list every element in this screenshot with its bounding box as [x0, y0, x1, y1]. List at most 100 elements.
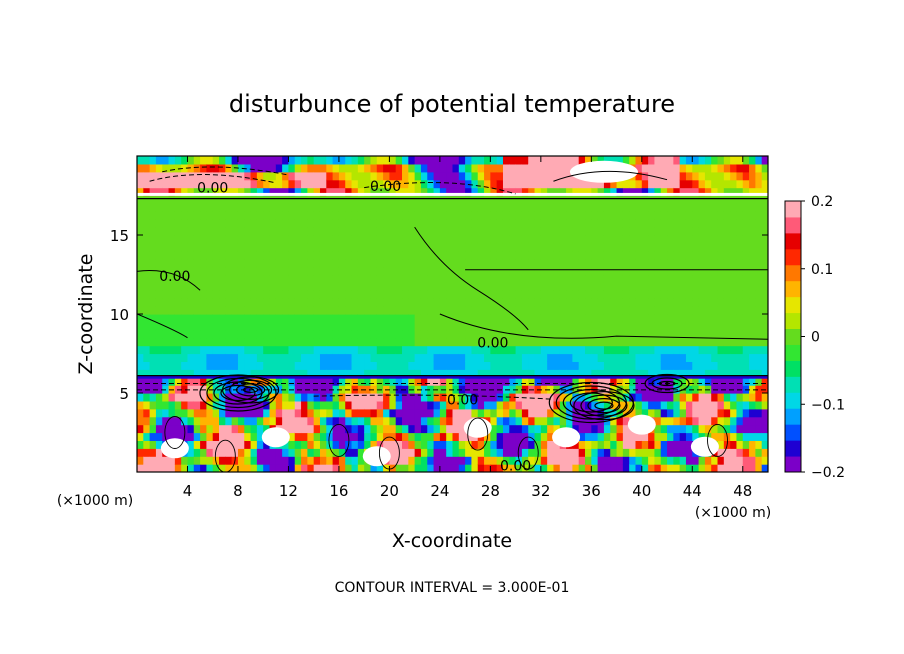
field-cell [395, 369, 403, 378]
field-cell [502, 187, 510, 197]
field-cell [319, 448, 327, 457]
field-cell [389, 424, 397, 434]
field-cell [364, 266, 372, 276]
field-cell [717, 361, 725, 370]
field-cell [603, 321, 611, 331]
field-cell [597, 314, 605, 323]
field-cell [414, 440, 422, 449]
field-cell [591, 258, 599, 268]
field-cell [704, 345, 712, 355]
field-cell [402, 448, 409, 457]
field-cell [219, 235, 226, 244]
field-cell [200, 337, 208, 347]
field-cell [408, 345, 416, 355]
field-cell [629, 408, 637, 418]
field-cell [559, 416, 567, 426]
field-cell [187, 432, 195, 441]
field-cell [225, 211, 233, 220]
field-cell [660, 448, 668, 457]
field-cell [351, 321, 359, 331]
field-cell [704, 227, 712, 236]
field-cell [591, 274, 599, 283]
field-cell [212, 345, 220, 355]
field-cell [509, 282, 517, 291]
field-cell [578, 227, 586, 236]
field-cell [402, 156, 409, 165]
field-cell [162, 337, 170, 347]
field-cell [174, 235, 182, 244]
field-cell [490, 440, 498, 449]
field-cell [685, 408, 693, 418]
field-cell [465, 440, 473, 449]
field-cell [187, 227, 195, 236]
field-cell [509, 274, 517, 283]
field-cell [149, 187, 157, 197]
field-cell [313, 219, 321, 228]
field-cell [376, 353, 384, 362]
field-cell [559, 321, 567, 331]
field-cell [685, 456, 693, 465]
field-cell [338, 282, 346, 291]
field-cell [402, 227, 409, 236]
field-cell [332, 179, 340, 189]
field-cell [452, 416, 460, 426]
field-cell [231, 408, 239, 418]
field-cell [263, 187, 271, 197]
field-cell [326, 171, 334, 181]
field-cell [149, 440, 157, 449]
field-cell [635, 242, 643, 252]
field-cell [553, 314, 561, 323]
field-cell [673, 424, 681, 434]
field-cell [755, 393, 763, 402]
field-cell [219, 408, 226, 418]
field-cell [402, 432, 409, 441]
field-cell [553, 290, 561, 299]
x-tick-label: 24 [430, 482, 449, 500]
field-cell [149, 424, 157, 434]
field-cell [250, 345, 258, 355]
field-cell [597, 258, 605, 268]
field-cell [660, 195, 668, 204]
field-cell [553, 203, 561, 212]
field-cell [591, 377, 599, 386]
field-cell [256, 274, 264, 283]
field-cell [364, 361, 372, 370]
field-cell [275, 329, 283, 339]
field-cell [465, 219, 473, 228]
field-cell [692, 377, 700, 386]
field-cell [345, 353, 353, 362]
field-cell [326, 321, 334, 331]
field-cell [206, 179, 214, 189]
field-cell [521, 361, 529, 370]
field-cell [667, 282, 674, 291]
field-cell [761, 314, 768, 323]
field-cell [149, 235, 157, 244]
field-cell [528, 171, 536, 181]
field-cell [275, 306, 283, 315]
field-cell [433, 456, 441, 465]
field-cell [685, 290, 693, 299]
field-cell [427, 400, 435, 410]
field-cell [206, 282, 214, 291]
field-cell [357, 424, 365, 434]
field-cell [319, 163, 327, 173]
field-cell [540, 195, 548, 204]
field-cell [578, 266, 586, 276]
field-cell [200, 242, 208, 252]
field-cell [376, 337, 384, 347]
field-cell [490, 369, 498, 378]
field-cell [149, 369, 157, 378]
field-cell [452, 235, 460, 244]
field-cell [155, 163, 163, 173]
field-cell [351, 369, 359, 378]
field-cell [603, 306, 611, 315]
field-cell [301, 306, 308, 315]
field-cell [414, 400, 422, 410]
field-cell [357, 369, 365, 378]
field-cell [673, 242, 681, 252]
field-cell [433, 464, 441, 472]
field-cell [755, 242, 763, 252]
field-cell [578, 432, 586, 441]
field-cell [717, 266, 725, 276]
field-cell [723, 337, 731, 347]
